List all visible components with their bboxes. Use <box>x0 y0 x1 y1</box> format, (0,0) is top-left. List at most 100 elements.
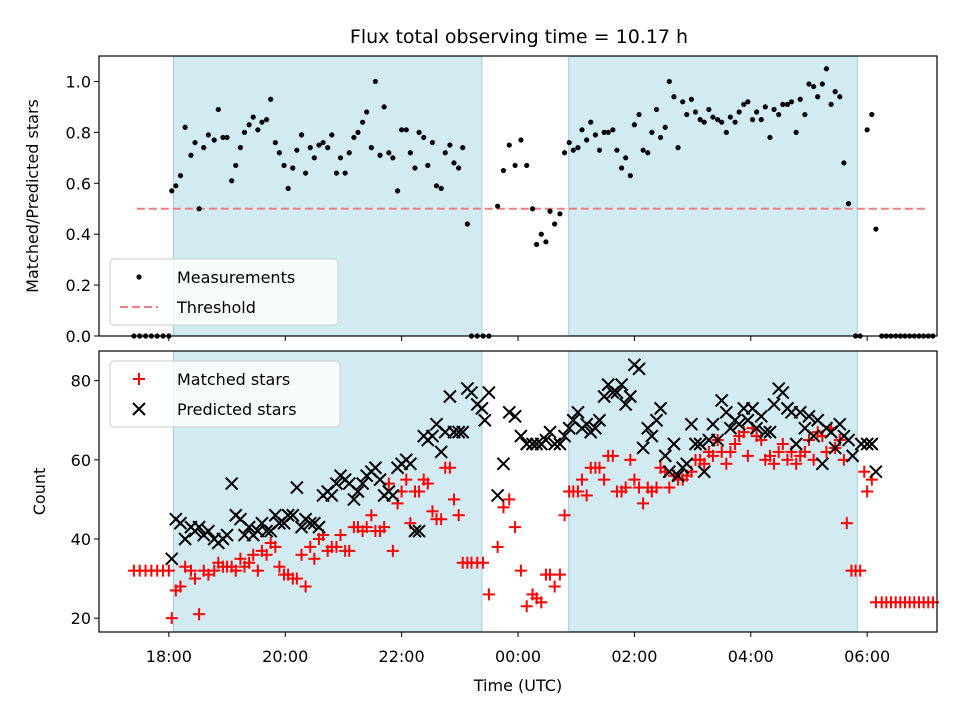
predicted-star-point <box>588 421 603 435</box>
x-tick-label: 02:00 <box>611 647 657 666</box>
matched-star-point <box>360 521 373 534</box>
predicted-star-point <box>201 524 216 538</box>
bottom-legend-box <box>109 360 341 428</box>
matched-star-point <box>165 612 178 625</box>
measurement-point <box>192 139 198 146</box>
measurement-point <box>575 145 581 151</box>
measurement-point <box>719 119 725 125</box>
matched-star-point <box>365 509 378 522</box>
matched-star-point <box>503 493 516 506</box>
predicted-star-point <box>592 413 607 427</box>
matched-star-point <box>491 540 504 553</box>
matched-star-point <box>208 564 221 577</box>
measurement-point <box>316 142 322 148</box>
matched-star-point <box>741 449 754 462</box>
measurement-point <box>394 188 401 194</box>
measurement-point <box>438 185 444 191</box>
matched-star-point <box>269 540 282 553</box>
predicted-star-point <box>286 508 300 522</box>
predicted-star-point <box>706 417 720 431</box>
matched-star-point <box>260 548 273 561</box>
matched-star-point <box>858 465 871 478</box>
matched-star-point <box>509 521 522 534</box>
measurement-point <box>386 150 392 156</box>
measurement-point <box>753 109 760 115</box>
matched-star-point <box>854 564 867 577</box>
measurement-point <box>259 119 265 125</box>
predicted-star-point <box>749 421 764 435</box>
measurement-point <box>320 139 326 146</box>
measurement-point <box>246 122 252 128</box>
predicted-star-point <box>860 437 874 451</box>
measurement-point <box>662 124 668 130</box>
predicted-star-point <box>543 425 557 439</box>
matched-star-point <box>193 608 206 621</box>
measurement-point <box>780 101 786 107</box>
predicted-star-point <box>539 433 553 447</box>
measurement-point <box>407 150 413 156</box>
measurement-point <box>697 117 703 123</box>
matched-star-point <box>576 473 589 486</box>
predicted-star-point <box>464 385 479 400</box>
predicted-star-point <box>557 429 572 443</box>
measurement-point <box>346 150 352 156</box>
legend-predicted-label: Predicted stars <box>177 400 297 419</box>
measurement-point <box>723 129 729 135</box>
predicted-star-point <box>623 389 638 404</box>
predicted-star-point <box>833 417 847 431</box>
measurement-point <box>566 139 572 146</box>
measurement-point <box>229 178 235 184</box>
matched-star-point <box>514 564 527 577</box>
legend-predicted-marker <box>132 402 146 416</box>
measurement-point <box>196 206 202 212</box>
measurement-point <box>671 94 677 100</box>
measurement-point <box>806 81 812 87</box>
predicted-star-point <box>845 449 860 463</box>
predicted-star-point <box>841 433 856 447</box>
predicted-star-point <box>667 437 681 451</box>
matched-star-point <box>299 580 312 593</box>
top-legend: Measurements Threshold <box>109 258 339 326</box>
measurement-point <box>201 145 207 151</box>
legend-measurements-marker <box>136 274 142 280</box>
predicted-star-point <box>425 429 440 443</box>
measurement-point <box>268 96 274 102</box>
predicted-star-point <box>281 508 295 522</box>
measurement-point <box>614 147 620 153</box>
measurement-point <box>841 160 847 166</box>
predicted-star-point <box>520 437 534 451</box>
measurement-point <box>680 99 686 105</box>
predicted-star-point <box>714 393 729 408</box>
predicted-star-point <box>547 437 562 451</box>
predicted-star-point <box>192 520 206 534</box>
measurement-point <box>543 239 549 245</box>
matched-star-point <box>413 485 426 498</box>
measurement-point <box>657 134 664 141</box>
matched-star-point <box>426 505 439 518</box>
predicted-star-point <box>854 437 869 451</box>
matched-star-point <box>497 501 510 514</box>
measurement-point <box>272 139 278 146</box>
predicted-star-point <box>697 465 711 479</box>
matched-star-point <box>435 513 448 526</box>
measurement-point <box>784 101 791 107</box>
measurement-point <box>403 127 409 133</box>
measurement-point <box>495 203 501 209</box>
predicted-star-point <box>571 405 585 420</box>
measurement-point <box>557 211 563 217</box>
matched-star-point <box>452 509 465 522</box>
matched-star-point <box>334 529 347 542</box>
predicted-star-point <box>368 461 383 475</box>
predicted-star-point <box>688 437 703 451</box>
measurement-point <box>845 201 852 207</box>
measurement-point <box>666 78 672 85</box>
matched-star-point <box>798 445 811 458</box>
bottom-x-ticks: 18:00 20:00 22:00 00:00 02:00 04:00 06:00 <box>146 632 890 666</box>
top-y-tick-label: 0.0 <box>66 327 91 346</box>
measurement-point <box>832 89 838 95</box>
top-y-ticks: 0.0 0.2 0.4 0.6 0.8 1.0 <box>66 72 99 346</box>
chart-title: Flux total observing time = 10.17 h <box>350 26 688 48</box>
predicted-star-point <box>776 385 790 400</box>
matched-star-point <box>637 497 650 510</box>
